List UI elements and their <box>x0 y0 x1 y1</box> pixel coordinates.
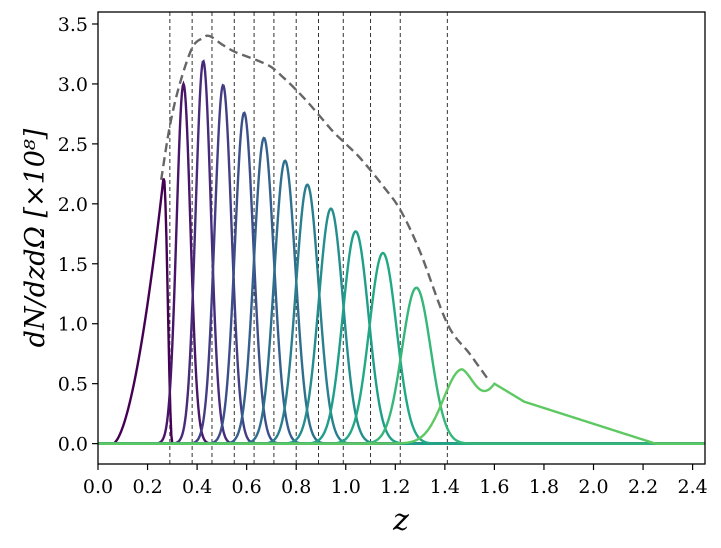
y-tick-label-5: 2.5 <box>58 134 88 156</box>
series-line-12 <box>98 368 705 445</box>
x-axis-label: z <box>392 503 409 538</box>
series-line-0 <box>98 178 705 445</box>
x-tick-label-10: 2.0 <box>578 476 608 498</box>
y-tick-label-3: 1.5 <box>58 254 88 276</box>
x-tick-label-5: 1.0 <box>331 476 361 498</box>
series-line-2 <box>98 59 705 445</box>
y-axis-label: dN/dzdΩ [×10⁸] <box>20 128 51 347</box>
x-tick-label-9: 1.8 <box>529 476 559 498</box>
x-tick-label-12: 2.4 <box>678 476 708 498</box>
x-tick-label-3: 0.6 <box>232 476 262 498</box>
x-tick-label-7: 1.4 <box>430 476 460 498</box>
plot-frame <box>97 11 706 465</box>
total-distribution-line <box>159 34 491 382</box>
y-tick-label-7: 3.5 <box>58 14 88 36</box>
y-tick-label-4: 2.0 <box>58 194 88 216</box>
series-line-7 <box>98 183 705 445</box>
x-tick-label-6: 1.2 <box>380 476 410 498</box>
series-line-9 <box>98 230 705 445</box>
x-tick-label-2: 0.4 <box>182 476 212 498</box>
x-tick-label-8: 1.6 <box>479 476 509 498</box>
y-tick-label-2: 1.0 <box>58 314 88 336</box>
y-tick-label-6: 3.0 <box>58 74 88 96</box>
x-tick-label-4: 0.8 <box>281 476 311 498</box>
y-tick-label-1: 0.5 <box>58 374 88 396</box>
y-tick-label-0: 0.0 <box>58 434 88 456</box>
x-tick-label-11: 2.2 <box>628 476 658 498</box>
x-tick-label-1: 0.2 <box>132 476 162 498</box>
x-tick-label-0: 0.0 <box>83 476 113 498</box>
series-line-8 <box>98 207 705 445</box>
